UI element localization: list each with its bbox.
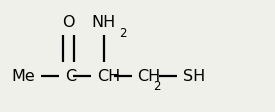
Text: Me: Me bbox=[11, 69, 35, 84]
Text: 2: 2 bbox=[153, 79, 161, 92]
Text: O: O bbox=[62, 15, 75, 30]
Text: NH: NH bbox=[92, 15, 116, 30]
Text: 2: 2 bbox=[120, 27, 127, 40]
Text: CH: CH bbox=[138, 69, 161, 84]
Text: CH: CH bbox=[97, 69, 120, 84]
Text: SH: SH bbox=[183, 69, 205, 84]
Text: C: C bbox=[65, 69, 76, 84]
